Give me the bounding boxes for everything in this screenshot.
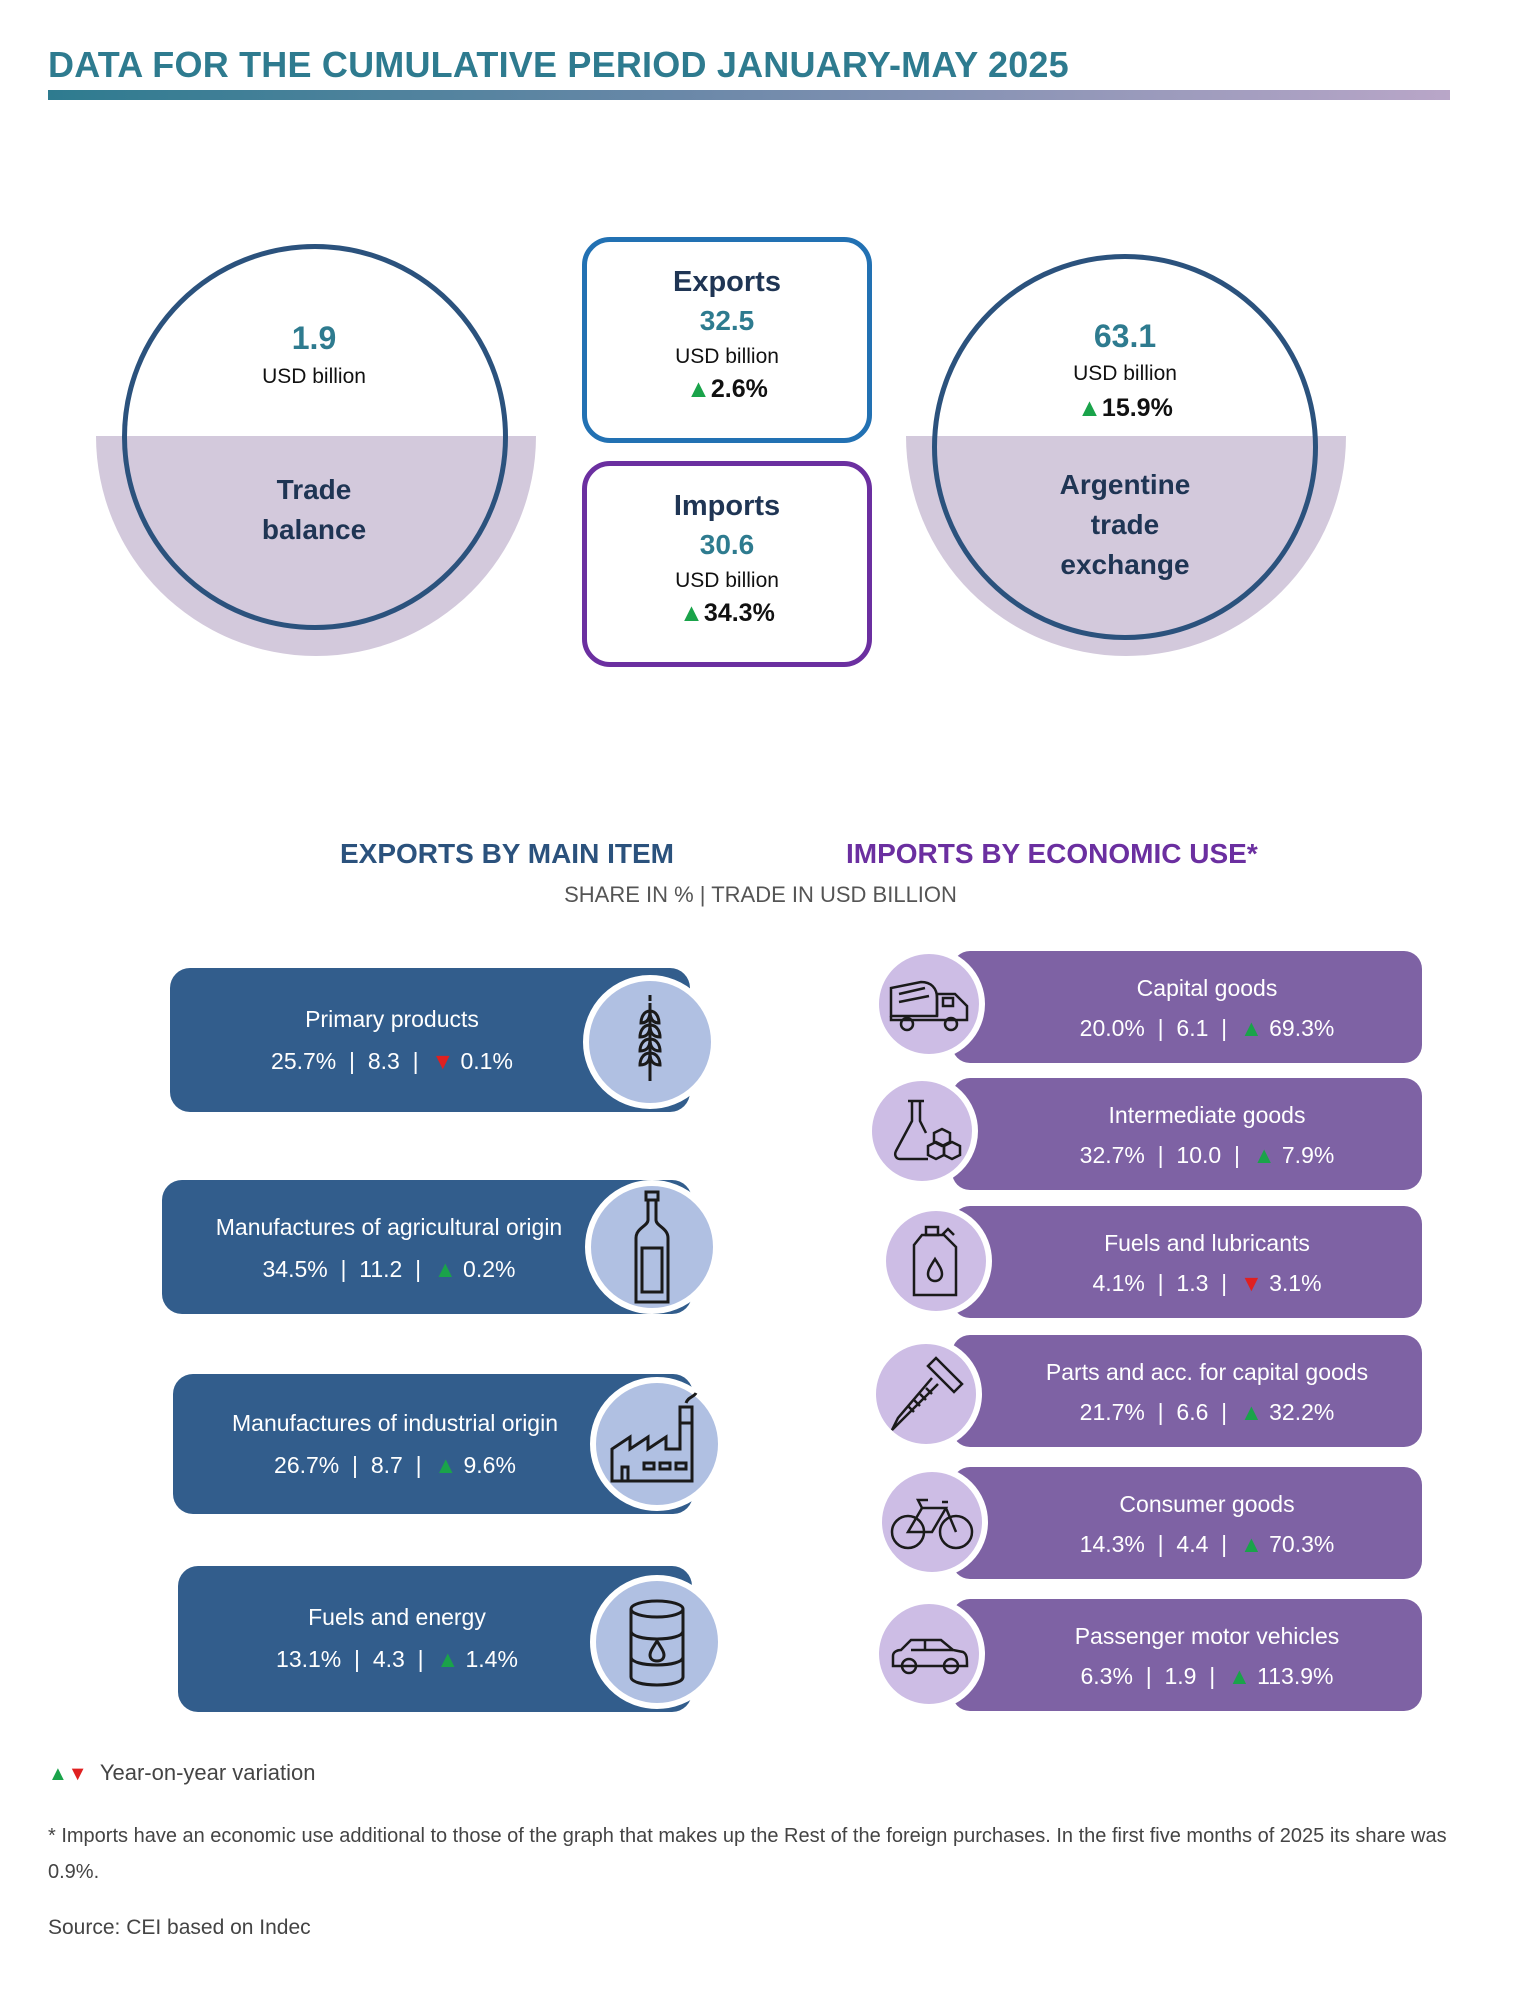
- imports-variation: ▲34.3%: [679, 599, 775, 627]
- export-item-stats: 13.1% | 4.3 | ▲ 1.4%: [276, 1646, 518, 1672]
- import-item-passenger-vehicles: Passenger motor vehicles 6.3% | 1.9 | ▲ …: [952, 1599, 1422, 1711]
- import-item-stats: 21.7% | 6.6 | ▲ 32.2%: [1079, 1399, 1335, 1425]
- import-item-stats: 32.7% | 10.0 | ▲ 7.9%: [1079, 1142, 1335, 1168]
- down-arrow-icon: ▼: [1239, 1270, 1263, 1296]
- import-item-intermediate-goods: Intermediate goods 32.7% | 10.0 | ▲ 7.9%: [952, 1078, 1422, 1190]
- source-note: Source: CEI based on Indec: [48, 1916, 311, 1939]
- concrete-mixer-truck-icon: [873, 948, 985, 1060]
- up-arrow-icon: ▲: [433, 1256, 457, 1282]
- sections-subtitle: SHARE IN % | TRADE IN USD BILLION: [564, 882, 957, 907]
- up-arrow-icon: ▲: [434, 1452, 458, 1478]
- export-item-stats: 26.7% | 8.7 | ▲ 9.6%: [274, 1452, 516, 1478]
- car-icon: [873, 1598, 985, 1710]
- legend-text: Year-on-year variation: [99, 1760, 316, 1785]
- chemistry-flask-icon: [866, 1075, 978, 1187]
- export-item-label: Manufactures of industrial origin: [232, 1410, 558, 1436]
- oil-canister-icon: [880, 1205, 992, 1317]
- trade-exchange-variation: ▲15.9%: [1077, 394, 1173, 422]
- up-arrow-icon: ▲: [686, 375, 711, 403]
- up-arrow-icon: ▲: [436, 1646, 460, 1672]
- trade-exchange-ring: [932, 254, 1318, 640]
- trade-balance-label: Trade balance: [261, 474, 367, 545]
- footnote: * Imports have an economic use additiona…: [48, 1825, 1447, 1883]
- import-item-label: Fuels and lubricants: [1104, 1230, 1310, 1256]
- trade-exchange-value: 63.1: [1093, 318, 1157, 354]
- wheat-icon: [583, 975, 717, 1109]
- import-item-stats: 4.1% | 1.3 | ▼ 3.1%: [1092, 1270, 1322, 1296]
- exports-section-title: EXPORTS BY MAIN ITEM: [340, 838, 674, 869]
- trade-exchange-unit: USD billion: [1073, 362, 1177, 385]
- import-item-label: Capital goods: [1136, 975, 1278, 1001]
- export-item-stats: 34.5% | 11.2 | ▲ 0.2%: [262, 1256, 516, 1282]
- trade-balance-value: 1.9: [291, 320, 337, 356]
- imports-section-title: IMPORTS BY ECONOMIC USE*: [846, 838, 1258, 869]
- up-arrow-icon: ▲: [1239, 1015, 1263, 1041]
- up-arrow-icon: ▲: [48, 1763, 68, 1785]
- import-item-label: Consumer goods: [1119, 1491, 1295, 1517]
- oil-barrel-icon: [590, 1575, 724, 1709]
- up-arrow-icon: ▲: [679, 599, 704, 627]
- imports-unit: USD billion: [675, 569, 779, 592]
- up-arrow-icon: ▲: [1239, 1399, 1263, 1425]
- title-underline: [48, 90, 1450, 100]
- export-item-label: Primary products: [305, 1006, 479, 1032]
- variation-legend: ▲▼ Year-on-year variation: [48, 1760, 315, 1786]
- exports-label: Exports: [673, 266, 781, 298]
- down-arrow-icon: ▼: [67, 1763, 88, 1785]
- screw-icon: [870, 1338, 982, 1450]
- trade-balance-ring: [122, 244, 508, 630]
- import-item-stats: 14.3% | 4.4 | ▲ 70.3%: [1079, 1531, 1335, 1557]
- import-item-parts-and-accessories: Parts and acc. for capital goods 21.7% |…: [952, 1335, 1422, 1447]
- export-item-label: Manufactures of agricultural origin: [215, 1214, 563, 1240]
- import-item-fuels-and-lubricants: Fuels and lubricants 4.1% | 1.3 | ▼ 3.1%: [952, 1206, 1422, 1318]
- trade-balance-unit: USD billion: [262, 365, 366, 388]
- trade-exchange-label: Argentine trade exchange: [1059, 469, 1191, 580]
- exports-unit: USD billion: [675, 345, 779, 368]
- up-arrow-icon: ▲: [1228, 1663, 1251, 1689]
- import-item-label: Parts and acc. for capital goods: [1045, 1359, 1369, 1385]
- import-item-stats: 20.0% | 6.1 | ▲ 69.3%: [1079, 1015, 1335, 1041]
- import-item-capital-goods: Capital goods 20.0% | 6.1 | ▲ 69.3%: [952, 951, 1422, 1063]
- bottle-icon: [585, 1180, 719, 1314]
- exports-variation: ▲2.6%: [686, 375, 768, 403]
- import-item-label: Passenger motor vehicles: [1074, 1623, 1340, 1649]
- page-title: DATA FOR THE CUMULATIVE PERIOD JANUARY-M…: [48, 44, 1069, 85]
- up-arrow-icon: ▲: [1077, 394, 1102, 422]
- import-item-label: Intermediate goods: [1108, 1102, 1306, 1128]
- up-arrow-icon: ▲: [1252, 1142, 1276, 1168]
- down-arrow-icon: ▼: [431, 1048, 455, 1074]
- imports-summary-box: Imports 30.6 USD billion ▲34.3%: [582, 461, 872, 667]
- bicycle-icon: [876, 1466, 988, 1578]
- exports-value: 32.5: [699, 305, 755, 336]
- factory-icon: [590, 1377, 724, 1511]
- import-item-consumer-goods: Consumer goods 14.3% | 4.4 | ▲ 70.3%: [952, 1467, 1422, 1579]
- export-item-label: Fuels and energy: [308, 1604, 486, 1630]
- imports-value: 30.6: [699, 529, 755, 560]
- import-item-stats: 6.3% | 1.9 | ▲ 113.9%: [1080, 1663, 1334, 1689]
- up-arrow-icon: ▲: [1239, 1531, 1263, 1557]
- export-item-stats: 25.7% | 8.3 | ▼ 0.1%: [271, 1048, 513, 1074]
- exports-summary-box: Exports 32.5 USD billion ▲2.6%: [582, 237, 872, 443]
- imports-label: Imports: [673, 490, 781, 522]
